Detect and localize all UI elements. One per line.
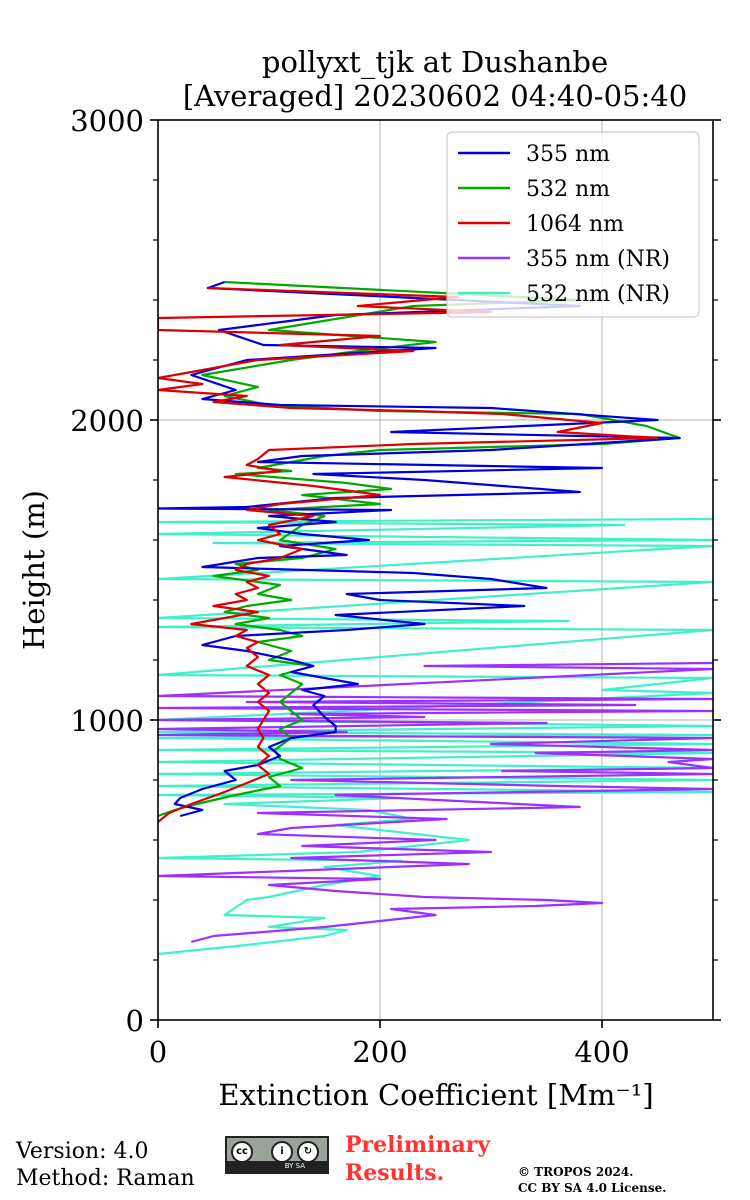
copyright-notice: © TROPOS 2024. CC BY SA 4.0 License. [518,1164,666,1196]
method-text: Method: Raman [16,1166,195,1191]
copyright-line1: © TROPOS 2024. [518,1165,634,1179]
attribution-icon: i [271,1141,293,1163]
cc-badge-sub: BY SA [227,1161,327,1172]
x-tick-label: 200 [352,1035,407,1069]
legend-label: 355 nm [526,142,610,167]
series-lines [158,280,713,956]
legend-label: 1064 nm [526,212,624,237]
chart-legend: 355 nm 532 nm 1064 nm 355 nm (NR) 532 nm (NR… [446,131,700,318]
share-alike-icon: ↻ [297,1141,319,1163]
chart-title-line1: pollyxt_tjk at Dushanbe [262,45,608,80]
legend-label: 532 nm (NR) [526,282,670,307]
preliminary-notice: Preliminary Results. [345,1131,490,1187]
y-tick-label: 2000 [70,404,144,438]
x-axis-label: Extinction Coefficient [Mm⁻¹] [218,1078,653,1112]
axis-ticks: 0 200 400 0 1000 2000 3000 [70,104,721,1069]
version-text: Version: 4.0 [16,1139,149,1164]
series-line-1064 [158,286,659,823]
x-tick-label: 0 [149,1035,167,1069]
cc-license-badge: cc i ↻ BY SA [225,1136,329,1174]
legend-label: 355 nm (NR) [526,247,670,272]
y-tick-label: 0 [126,1004,144,1038]
y-tick-label: 3000 [70,104,144,138]
plot-frame [157,119,714,1021]
cc-icon: cc [231,1141,253,1163]
preliminary-line2: Results. [345,1160,445,1186]
copyright-line2: CC BY SA 4.0 License. [518,1181,667,1195]
y-tick-label: 1000 [70,704,144,738]
preliminary-line1: Preliminary [345,1132,491,1158]
footer-info: Version: 4.0 Method: Raman [16,1138,195,1192]
legend-label: 532 nm [526,177,610,202]
chart-title-line2: [Averaged] 20230602 04:40-05:40 [183,79,687,113]
x-tick-label: 400 [574,1035,629,1069]
series-line-355nr [158,661,713,944]
y-axis-label: Height (m) [17,490,51,650]
series-line-355 [158,280,681,818]
